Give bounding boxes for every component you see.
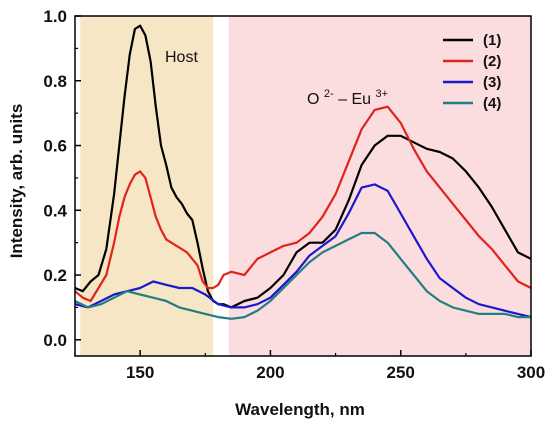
emission-eu-sup: 3+ <box>376 88 389 100</box>
emission-o-sup: 2- <box>324 88 334 100</box>
legend-label-4: (4) <box>483 95 501 112</box>
y-axis-title: Intensity, arb. units <box>7 104 26 259</box>
legend-label-2: (2) <box>483 53 501 70</box>
series-line-3 <box>74 183 532 319</box>
y-tick-label: 0.6 <box>43 137 67 156</box>
host-label: Host <box>165 49 198 66</box>
x-axis-title: Wavelength, nm <box>235 400 365 419</box>
series-line-2 <box>74 105 532 303</box>
legend-label-3: (3) <box>483 74 501 91</box>
x-tick-label: 250 <box>387 363 415 382</box>
legend: (1) (2) (3) (4) <box>443 32 501 112</box>
y-tick-label: 0.0 <box>43 331 67 350</box>
emission-dash: – <box>338 91 351 108</box>
emission-eu: Eu <box>351 91 371 108</box>
emission-label: O 2- – Eu 3+ <box>307 84 388 108</box>
y-tick-label: 0.4 <box>43 201 67 220</box>
y-axis: 0.0 0.2 0.4 0.6 0.8 1.0 <box>43 7 81 350</box>
series-line-4 <box>74 231 531 320</box>
emission-o: O <box>307 91 319 108</box>
x-tick-label: 200 <box>256 363 284 382</box>
x-tick-label: 150 <box>126 363 154 382</box>
x-axis: 150 200 250 300 <box>74 350 545 382</box>
plot-frame <box>74 15 532 357</box>
legend-label-1: (1) <box>483 32 501 49</box>
y-tick-label: 0.8 <box>43 72 67 91</box>
y-tick-label: 0.2 <box>43 266 67 285</box>
series-layer <box>74 24 532 320</box>
y-tick-label: 1.0 <box>43 7 67 26</box>
x-tick-label: 300 <box>517 363 545 382</box>
